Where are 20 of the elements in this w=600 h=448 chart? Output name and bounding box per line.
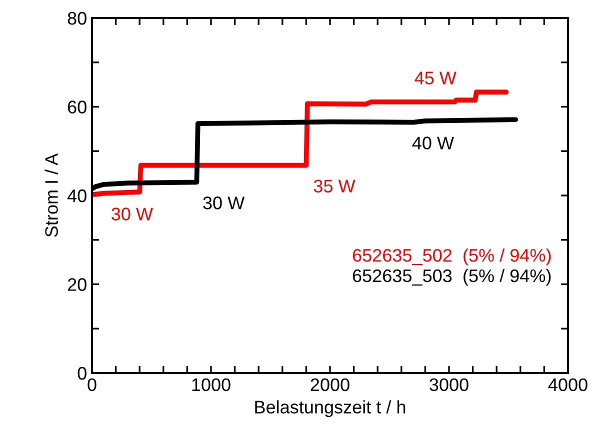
x-tick-label: 3000: [430, 378, 468, 392]
legend-label: 652635_503 (5% / 94%): [352, 268, 551, 286]
annotation: 35 W: [314, 180, 356, 192]
line-series: [92, 90, 509, 198]
x-axis-title: Belastungszeit t / h: [255, 400, 406, 418]
annotation: 30 W: [112, 208, 153, 220]
x-tick-label: 0: [88, 378, 96, 392]
y-tick-label: 40: [67, 189, 86, 202]
y-tick-label: 80: [68, 12, 86, 25]
y-tick-label: 0: [78, 366, 86, 380]
text: 652635_502 (5% / 94%): [352, 248, 551, 266]
annotation: 40 W: [412, 136, 454, 150]
y-axis-title: Strom I / A: [44, 153, 58, 237]
x-tick-label: 1000: [192, 378, 230, 392]
y-tick-label: 20: [68, 278, 86, 291]
annotation: 45 W: [414, 72, 456, 84]
y-tick-label: 60: [68, 100, 86, 114]
x-tick-label: 2000: [310, 378, 350, 392]
annotation: 30 W: [203, 196, 245, 210]
x-tick-label: 4000: [548, 378, 588, 392]
